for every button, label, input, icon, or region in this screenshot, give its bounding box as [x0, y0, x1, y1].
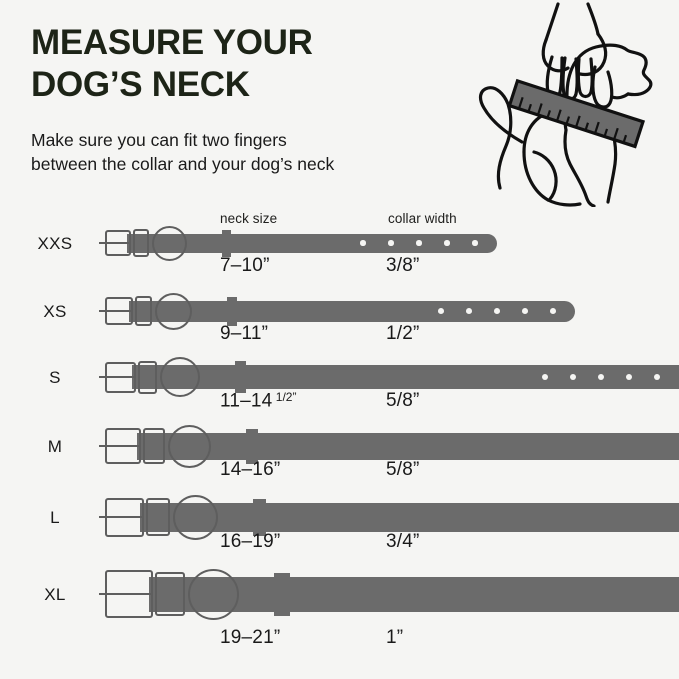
strap-hole: [569, 373, 577, 381]
strap-slider-tab: [273, 572, 290, 616]
buckle-prong: [99, 515, 144, 519]
strap-slider-tab: [227, 296, 237, 326]
strap-hole: [597, 373, 605, 381]
collar-width-value: 3/8”: [386, 255, 420, 276]
strap-hole: [625, 373, 633, 381]
strap-hole: [494, 308, 500, 314]
collar-strap: [127, 233, 497, 253]
strap-hole: [541, 373, 549, 381]
size-label-xxs: XXS: [37, 234, 73, 253]
buckle-keeper-loop: [155, 572, 185, 616]
column-header-neck-size: neck size: [220, 211, 278, 226]
collar-strap: [132, 365, 679, 389]
size-label-l: L: [50, 508, 60, 527]
strap-slider-tab: [246, 428, 259, 464]
collar-width-value: 5/8”: [386, 459, 420, 480]
size-label-xs: XS: [43, 302, 67, 321]
collar-strap: [129, 300, 575, 322]
dog-neck-measuring-illustration: [462, 2, 677, 207]
collar-d-ring: [155, 292, 193, 330]
neck-size-value: 16–19”: [220, 531, 281, 552]
collar-strap: [140, 502, 679, 532]
neck-size-fraction: 1/2”: [272, 390, 297, 404]
collar-d-ring: [160, 357, 201, 397]
size-label-m: M: [47, 437, 63, 456]
buckle-keeper-loop: [146, 498, 171, 536]
buckle-keeper-loop: [143, 428, 166, 464]
collar-width-value: 3/4”: [386, 531, 420, 552]
strap-hole: [466, 308, 472, 314]
strap-hole: [472, 240, 478, 246]
strap-slider-tab: [253, 498, 267, 536]
neck-size-value: 9–11”: [220, 323, 269, 344]
collar-strap: [137, 432, 679, 460]
strap-hole: [550, 308, 556, 314]
strap-hole: [522, 308, 528, 314]
column-header-collar-width: collar width: [388, 211, 457, 226]
collar-width-value: 1/2”: [386, 323, 420, 344]
page-subtitle: Make sure you can fit two fingers betwee…: [31, 130, 335, 174]
buckle-keeper-loop: [135, 296, 153, 326]
collar-d-ring: [173, 494, 219, 540]
strap-hole: [444, 240, 450, 246]
strap-hole: [360, 240, 366, 246]
size-label-xl: XL: [44, 585, 66, 604]
collar-width-value: 5/8”: [386, 390, 420, 411]
strap-slider-tab: [222, 229, 231, 257]
collar-d-ring: [187, 568, 239, 620]
strap-hole: [438, 308, 444, 314]
strap-slider-tab: [235, 361, 247, 393]
collar-d-ring: [152, 225, 188, 261]
buckle-prong: [99, 444, 141, 448]
buckle-prong: [99, 309, 133, 313]
strap-hole: [388, 240, 394, 246]
neck-size-value: 14–16”: [220, 459, 281, 480]
buckle-keeper-loop: [138, 360, 158, 394]
neck-size-value: 11–14 1/2”: [220, 390, 297, 412]
collar-d-ring: [168, 424, 212, 468]
buckle-prong: [99, 592, 153, 596]
size-label-s: S: [49, 368, 61, 387]
neck-size-value: 19–21”: [220, 627, 281, 648]
buckle-prong: [99, 241, 131, 245]
page-title: MEASURE YOUR DOG’S NECK: [31, 23, 313, 104]
buckle-keeper-loop: [133, 229, 150, 257]
neck-size-value: 7–10”: [220, 255, 270, 276]
strap-hole: [653, 373, 661, 381]
strap-hole: [416, 240, 422, 246]
buckle-prong: [99, 375, 136, 379]
collar-width-value: 1”: [386, 627, 404, 648]
